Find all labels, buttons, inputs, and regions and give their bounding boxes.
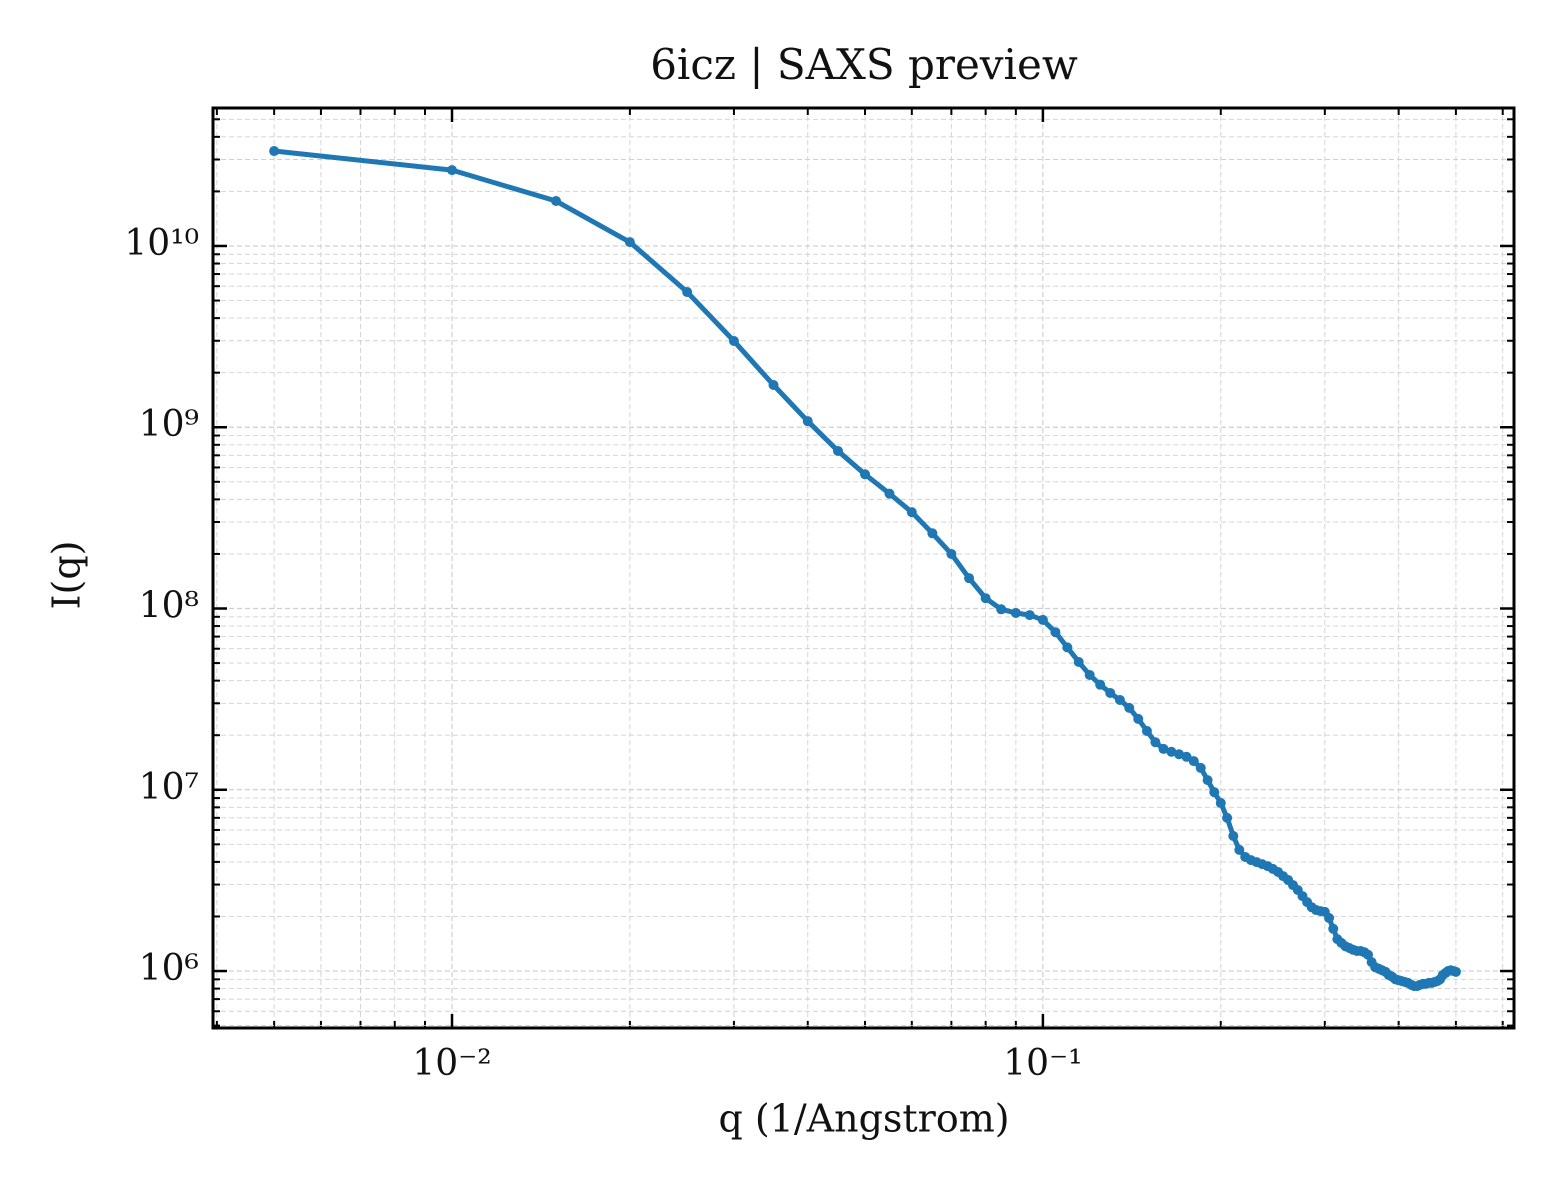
- data-point: [1328, 923, 1339, 934]
- data-point: [551, 196, 562, 207]
- data-point: [1188, 756, 1199, 767]
- y-axis-label: I(q): [45, 541, 89, 610]
- x-axis-label: q (1/Angstrom): [718, 1097, 1009, 1141]
- data-point: [927, 528, 938, 539]
- y-tick-label: 10⁹: [139, 404, 199, 445]
- chart-title: 6icz | SAXS preview: [650, 40, 1078, 89]
- y-tick-label: 10¹⁰: [124, 223, 199, 264]
- data-point: [1450, 966, 1461, 977]
- data-point: [884, 488, 895, 499]
- data-point: [1158, 743, 1169, 754]
- data-point: [682, 287, 693, 298]
- data-point: [1105, 687, 1116, 698]
- data-point: [728, 336, 739, 347]
- data-point: [980, 593, 991, 604]
- data-point: [1133, 713, 1144, 724]
- data-point: [1010, 607, 1021, 618]
- data-point: [1114, 694, 1125, 705]
- data-point: [906, 507, 917, 518]
- data-point: [1141, 725, 1152, 736]
- data-point: [1181, 751, 1192, 762]
- data-point: [1050, 627, 1061, 638]
- data-point: [946, 548, 957, 559]
- data-point: [1234, 844, 1245, 855]
- x-tick-label: 10⁻¹: [1003, 1043, 1082, 1084]
- data-point: [1202, 775, 1213, 786]
- data-point: [1222, 812, 1233, 823]
- data-point: [802, 416, 813, 427]
- y-tick-label: 10⁶: [139, 948, 199, 989]
- data-point: [1215, 798, 1226, 809]
- data-point: [1084, 669, 1095, 680]
- data-point: [1037, 614, 1048, 625]
- data-point: [1150, 737, 1161, 748]
- data-point: [624, 237, 635, 248]
- data-point: [1124, 702, 1135, 713]
- data-point: [1062, 642, 1073, 653]
- y-tick-label: 10⁷: [139, 767, 199, 808]
- data-point: [1073, 656, 1084, 667]
- data-point: [1209, 787, 1220, 798]
- data-point: [1195, 762, 1206, 773]
- data-point: [1024, 610, 1035, 621]
- data-point: [447, 165, 458, 176]
- y-tick-label: 10⁸: [139, 586, 199, 627]
- data-point: [269, 146, 280, 157]
- data-point: [768, 380, 779, 391]
- plot-frame: [211, 106, 1516, 1030]
- data-point: [1228, 830, 1239, 841]
- data-point: [860, 469, 871, 480]
- data-point: [1095, 679, 1106, 690]
- data-point: [964, 573, 975, 584]
- data-point: [832, 445, 843, 456]
- data-point: [996, 604, 1007, 615]
- data-point: [1324, 913, 1335, 924]
- data-point: [1166, 746, 1177, 757]
- x-tick-label: 10⁻²: [412, 1043, 491, 1084]
